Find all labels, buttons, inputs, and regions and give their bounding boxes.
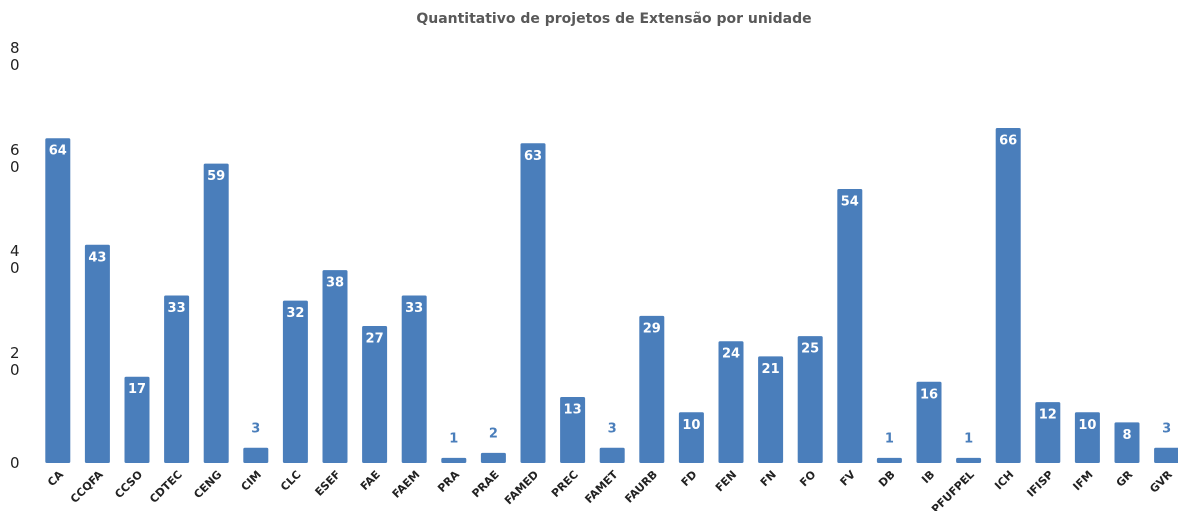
x-tick-label: FV: [838, 468, 859, 489]
x-tick-label: CDTEC: [147, 468, 185, 506]
data-label: 12: [1039, 408, 1057, 423]
x-tick-label: CCSO: [112, 468, 145, 501]
y-tick-label: 60: [10, 140, 20, 176]
bar: [1074, 412, 1100, 463]
x-tick-label: FAMED: [502, 468, 541, 507]
data-label: 1: [885, 431, 894, 446]
bar: [758, 356, 784, 463]
data-label: 63: [524, 149, 542, 164]
data-label: 10: [1078, 418, 1096, 433]
data-label: 43: [88, 250, 106, 265]
bar: [876, 457, 902, 463]
data-label: 66: [999, 134, 1017, 149]
data-label: 10: [682, 418, 700, 433]
data-label: 8: [1122, 428, 1131, 443]
x-tick-label: CCQFA: [68, 468, 106, 506]
data-label: 38: [326, 276, 344, 291]
x-tick-label: IB: [919, 468, 937, 486]
data-label: 2: [489, 426, 498, 441]
data-label: 3: [608, 421, 617, 436]
data-label: 13: [564, 403, 582, 418]
data-label: 3: [251, 421, 260, 436]
bar: [124, 376, 150, 463]
x-tick-label: DB: [876, 468, 898, 490]
x-tick-label: FO: [797, 468, 818, 489]
x-tick-label: FN: [758, 468, 779, 489]
bar: [282, 300, 308, 463]
bar: [916, 381, 942, 463]
bar: [362, 325, 388, 463]
data-label: 3: [1162, 421, 1171, 436]
data-label: 54: [841, 194, 859, 209]
x-tick-label: FAMET: [582, 468, 620, 506]
x-tick-label: CA: [45, 468, 66, 489]
bar: [322, 270, 348, 463]
x-tick-label: FAEM: [390, 468, 423, 501]
bar: [243, 447, 269, 463]
bar: [1154, 447, 1178, 463]
bar: [520, 143, 546, 463]
bar: [956, 457, 982, 463]
bar: [45, 138, 71, 463]
bar: [718, 341, 744, 463]
bar: [1035, 402, 1061, 463]
data-label: 1: [964, 431, 973, 446]
bar: [84, 244, 110, 463]
data-label: 64: [49, 144, 67, 159]
y-tick-label: 80: [10, 39, 20, 74]
bar: [164, 295, 190, 463]
bar: [560, 397, 586, 463]
x-tick-label: IFM: [1070, 468, 1095, 493]
x-tick-label: FEN: [713, 468, 739, 494]
data-label: 29: [643, 321, 661, 336]
data-label: 33: [168, 301, 186, 316]
x-tick-label: CENG: [191, 468, 224, 501]
bar: [599, 447, 625, 463]
x-tick-label: CLC: [278, 468, 304, 494]
data-label: 27: [366, 331, 384, 346]
bar: [797, 336, 823, 463]
data-label: 21: [762, 362, 780, 377]
data-label: 17: [128, 382, 146, 397]
x-tick-label: FD: [679, 468, 700, 489]
bar: [995, 128, 1021, 464]
x-tick-label: PREC: [549, 468, 581, 500]
x-tick-label: GR: [1114, 468, 1136, 490]
data-label: 32: [286, 306, 304, 321]
y-tick-label: 20: [10, 343, 20, 379]
x-tick-label: ESEF: [313, 468, 344, 499]
bar: [480, 452, 506, 463]
data-label: 33: [405, 301, 423, 316]
x-tick-label: IFISP: [1024, 468, 1056, 500]
bar: [678, 412, 704, 463]
x-tick-label: FAE: [358, 468, 383, 493]
data-label: 59: [207, 169, 225, 184]
bar: [401, 295, 427, 463]
bar: [203, 163, 229, 463]
y-tick-label: 0: [10, 454, 20, 472]
bar: [837, 188, 863, 463]
x-tick-label: ICH: [992, 468, 1016, 492]
x-tick-label: CIM: [238, 468, 264, 494]
x-tick-label: PRAE: [469, 468, 501, 500]
chart-title: Quantitativo de projetos de Extensão por…: [416, 11, 811, 27]
data-label: 16: [920, 387, 938, 402]
y-tick-label: 40: [10, 242, 20, 277]
data-label: 1: [449, 431, 458, 446]
data-label: 25: [801, 342, 819, 357]
x-tick-label: GVR: [1147, 468, 1175, 496]
x-tick-label: PFUFPEL: [929, 468, 977, 511]
x-tick-label: FAURB: [622, 468, 660, 506]
bar: [441, 457, 467, 463]
bar: [1114, 422, 1140, 463]
bar: [639, 315, 665, 463]
data-label: 24: [722, 347, 740, 362]
x-tick-label: PRA: [435, 468, 462, 495]
